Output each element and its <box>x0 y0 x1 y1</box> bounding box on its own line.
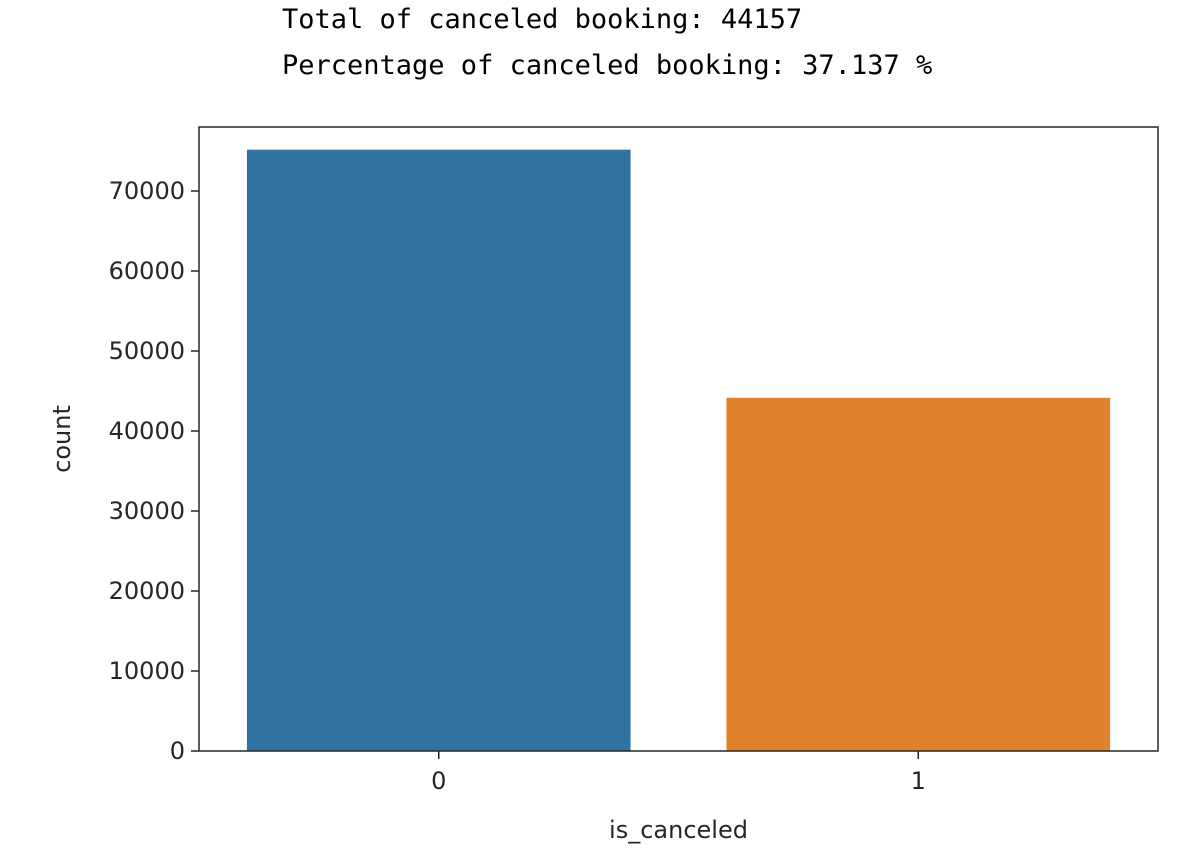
bars-group <box>246 149 1111 751</box>
percentage-canceled-text: Percentage of canceled booking: 37.137 % <box>282 50 933 81</box>
y-tick-label: 30000 <box>109 497 185 525</box>
x-tick-label: 1 <box>911 767 926 795</box>
y-tick-label: 20000 <box>109 577 185 605</box>
x-axis-label: is_canceled <box>609 816 748 844</box>
y-tick-label: 70000 <box>109 177 185 205</box>
y-tick-label: 40000 <box>109 417 185 445</box>
y-tick-label: 60000 <box>109 257 185 285</box>
total-canceled-text: Total of canceled booking: 44157 <box>282 4 803 35</box>
y-tick-label: 0 <box>170 737 185 765</box>
y-tick-label: 50000 <box>109 337 185 365</box>
y-axis-ticks: 0 10000 20000 30000 40000 50000 60000 70000 <box>109 177 199 765</box>
bar-0 <box>246 149 631 751</box>
x-tick-label: 0 <box>431 767 446 795</box>
y-tick-label: 10000 <box>109 657 185 685</box>
y-axis-label: count <box>48 405 76 473</box>
bar-1 <box>726 397 1111 751</box>
plot-frame <box>198 126 1159 752</box>
